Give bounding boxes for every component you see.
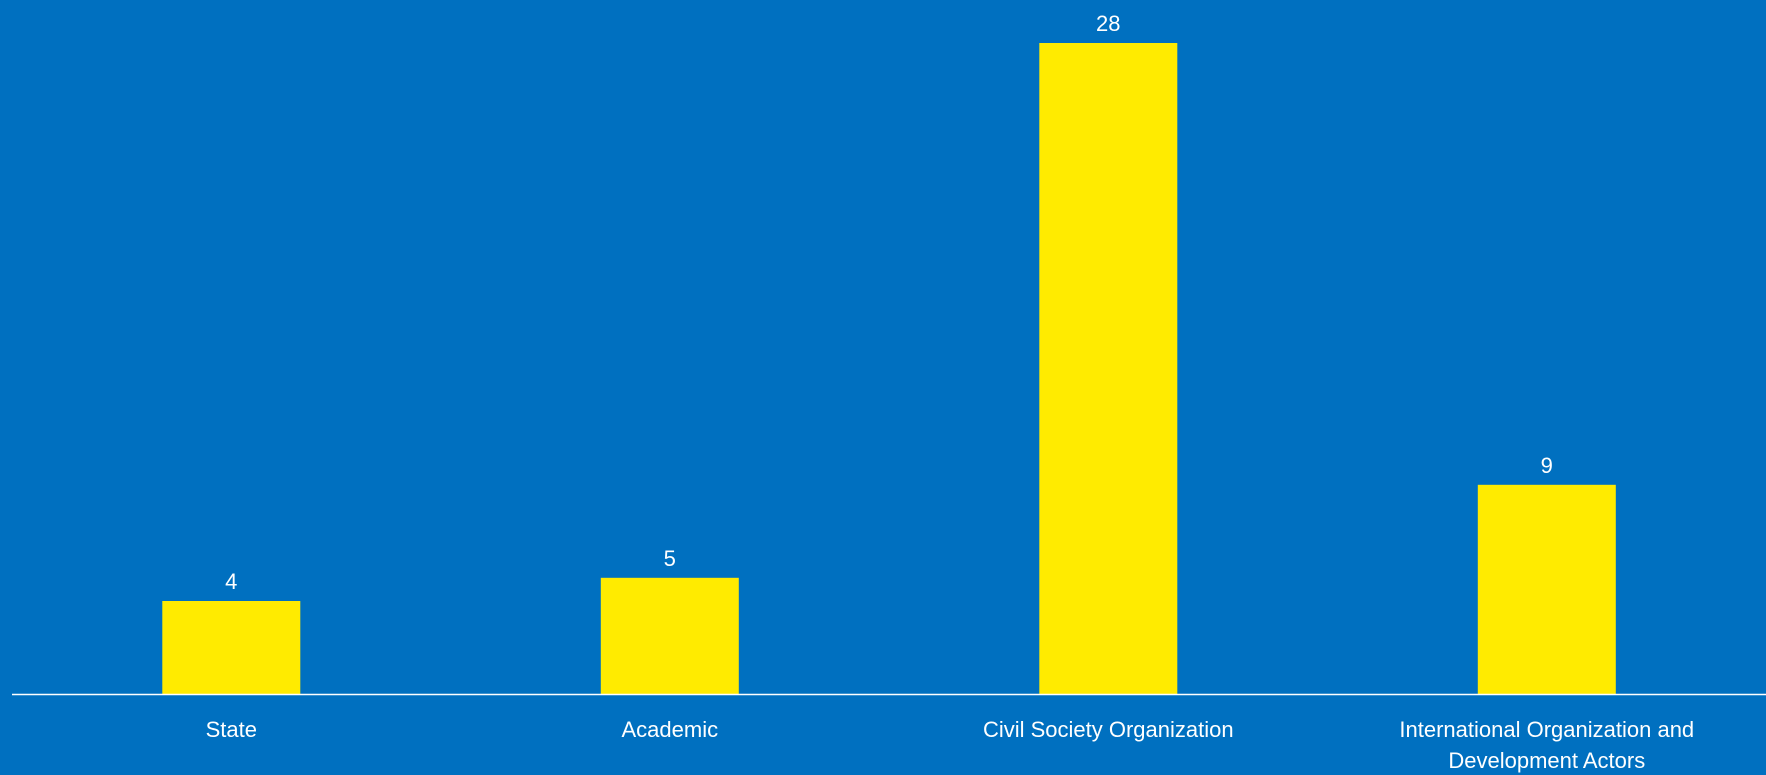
category-label-4: International Organization and Developmen… [1399,717,1694,773]
category-label-3: Civil Society Organization [983,717,1234,742]
value-labels-group: 4 5 28 9 [225,11,1553,594]
category-label-line: International Organization and [1399,717,1694,742]
bars-group [162,43,1616,695]
data-label-2: 5 [664,546,676,571]
bar-4 [1477,484,1616,695]
category-labels-group: State Academic Civil Society Organization I… [206,717,1695,773]
category-label-2: Academic [622,717,719,742]
category-label-1: State [206,717,257,742]
data-label-4: 9 [1541,453,1553,478]
bar-1 [162,601,301,694]
data-label-3: 28 [1096,11,1120,36]
category-label-line: Academic [622,717,719,742]
category-label-line: State [206,717,257,742]
data-label-1: 4 [225,569,237,594]
bar-3 [1039,43,1178,694]
bar-2 [600,577,739,695]
category-label-line: Development Actors [1448,748,1645,773]
category-label-line: Civil Society Organization [983,717,1234,742]
